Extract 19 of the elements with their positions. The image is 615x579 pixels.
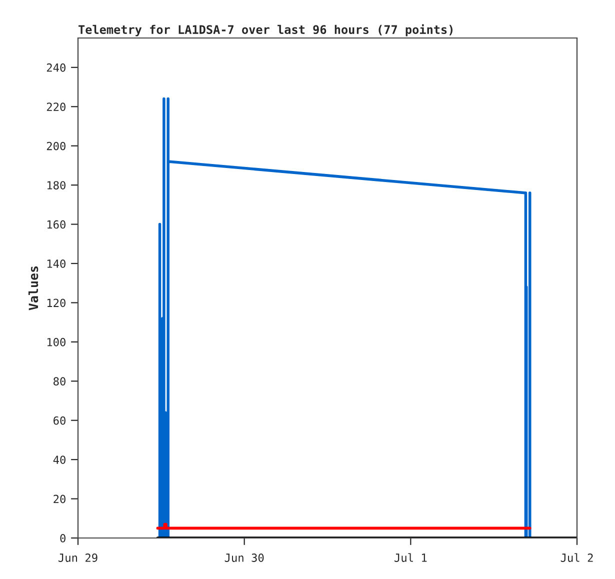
y-tick-label: 80 [54, 377, 66, 386]
y-tick-label: 0 [60, 534, 66, 542]
y-tick-label: 140 [47, 259, 66, 268]
y-tick-label: 120 [47, 298, 66, 308]
y-axis-title: Values [28, 266, 38, 310]
y-tick-label: 220 [46, 102, 66, 112]
y-tick-label: 20 [54, 494, 66, 504]
y-tick-label: 240 [46, 63, 66, 72]
x-tick-label: Jun 30 [224, 554, 264, 562]
y-tick-label: 60 [54, 416, 66, 425]
x-tick-label: Jul 1 [394, 553, 427, 562]
y-tick-label: 200 [46, 142, 66, 150]
y-tick-label: 100 [47, 338, 66, 346]
x-tick-label: Jun 29 [58, 554, 98, 562]
y-tick-label: 180 [47, 181, 66, 190]
y-tick-label: 40 [53, 456, 66, 464]
chart-title: Telemetry for LA1DSA-7 over last 96 hours (77 points) [78, 24, 452, 36]
y-tick-label: 160 [47, 220, 66, 229]
x-tick-label: Jul 2 [560, 553, 593, 562]
